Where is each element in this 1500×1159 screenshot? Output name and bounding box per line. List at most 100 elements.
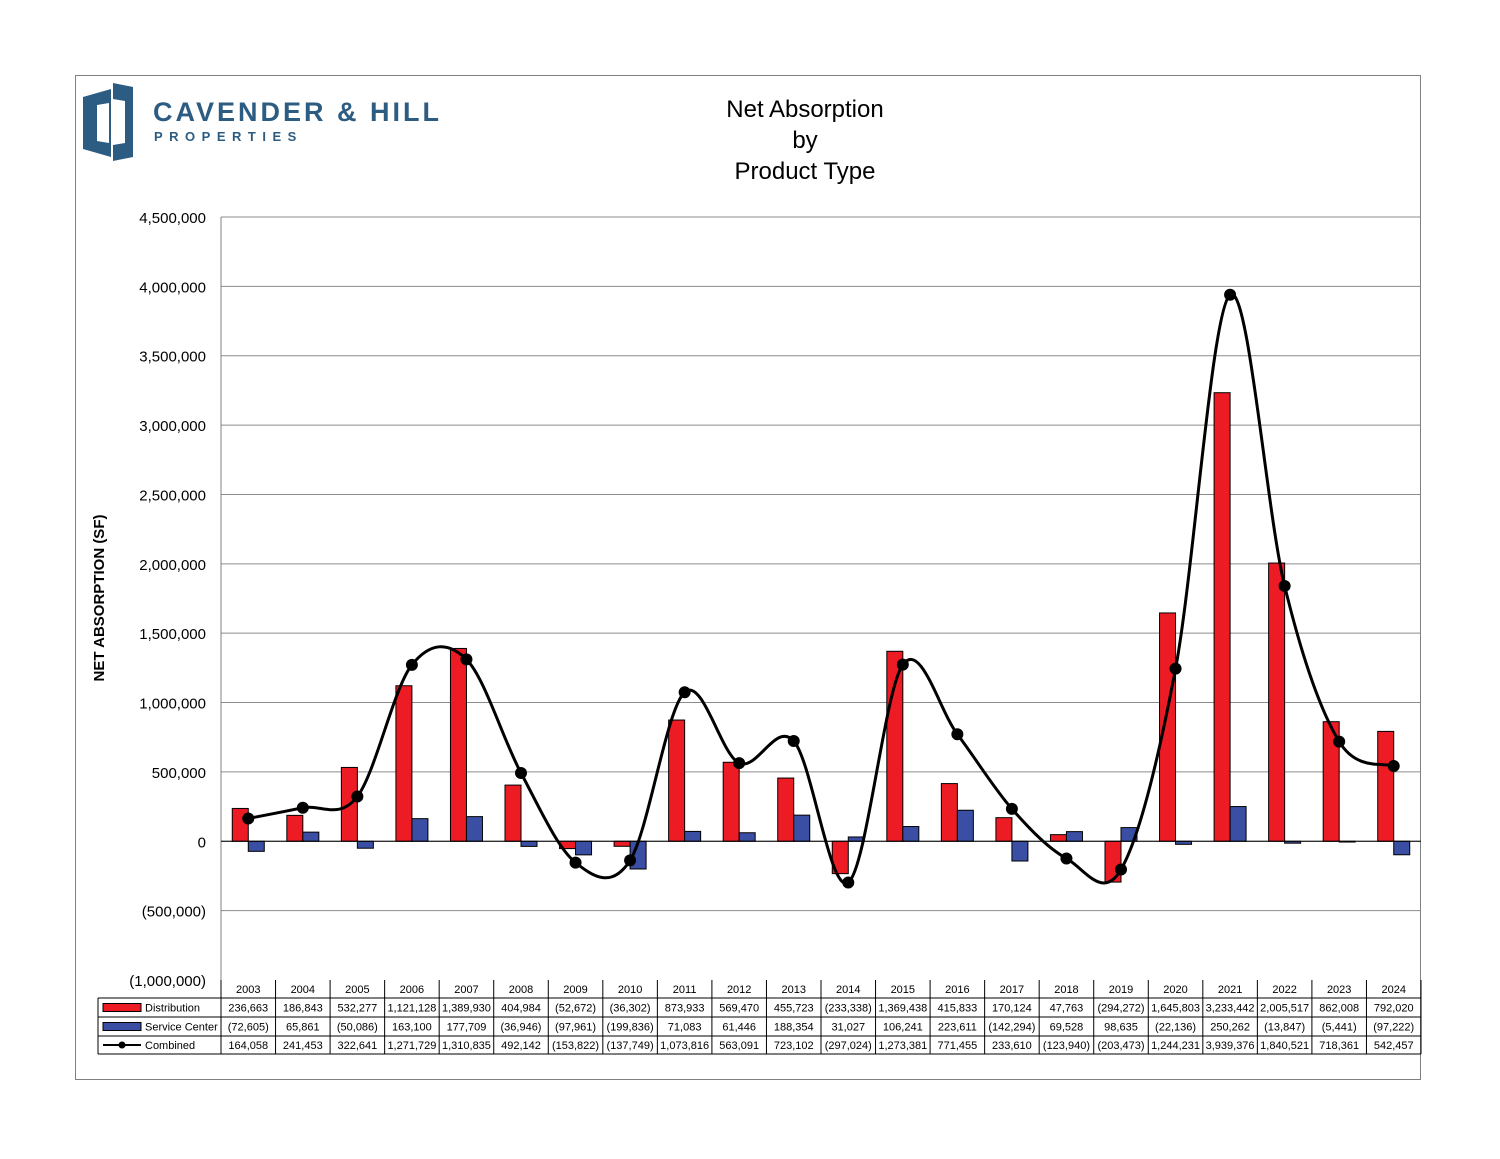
service-center-bar [793, 814, 811, 842]
logo-company-name: CAVENDER & HILL [153, 97, 443, 127]
data-label: 862,008 [1319, 1003, 1359, 1015]
data-label: 3,233,442 [1206, 1003, 1255, 1015]
data-label: 233,610 [992, 1040, 1032, 1052]
combined-point [569, 856, 582, 869]
data-label: 223,611 [938, 1022, 977, 1034]
data-label: (72,605) [228, 1022, 269, 1034]
data-label: (199,836) [607, 1022, 654, 1034]
combined-point [351, 790, 364, 803]
legend-swatch [102, 1003, 142, 1012]
data-label: 1,389,930 [442, 1003, 491, 1015]
y-tick-label: 3,000,000 [139, 418, 206, 435]
legend-marker [118, 1041, 126, 1049]
combined-point [1278, 579, 1291, 592]
legend-label: Distribution [145, 1003, 200, 1015]
data-label: 771,455 [937, 1040, 977, 1052]
y-tick-label: (500,000) [142, 904, 206, 921]
data-label: 1,840,521 [1260, 1040, 1309, 1052]
y-tick-label: 500,000 [152, 765, 206, 782]
data-label: 563,091 [719, 1040, 759, 1052]
combined-point [242, 812, 255, 825]
data-label: 1,244,231 [1151, 1040, 1200, 1052]
data-label: 1,273,381 [878, 1040, 927, 1052]
data-label: (137,749) [607, 1040, 654, 1052]
data-label: 492,142 [501, 1040, 541, 1052]
distribution-bar [668, 719, 686, 842]
y-tick-label: 4,500,000 [139, 210, 206, 227]
data-label: 569,470 [719, 1003, 759, 1015]
x-tick-label: 2020 [1163, 984, 1187, 996]
service-center-bar [902, 826, 920, 842]
data-label: 404,984 [501, 1003, 541, 1015]
distribution-bar [995, 817, 1013, 842]
x-tick-label: 2015 [891, 984, 915, 996]
data-label: 455,723 [774, 1003, 814, 1015]
data-label: 186,843 [283, 1003, 323, 1015]
data-label: 542,457 [1374, 1040, 1414, 1052]
combined-point [951, 728, 964, 741]
logo-mark-icon [83, 83, 133, 161]
x-tick-label: 2010 [618, 984, 642, 996]
service-center-bar [1011, 840, 1029, 862]
data-label: 718,361 [1319, 1040, 1359, 1052]
data-label: 322,641 [337, 1040, 377, 1052]
service-center-bar [575, 840, 593, 856]
combined-point [1169, 662, 1182, 675]
x-tick-label: 2024 [1381, 984, 1405, 996]
x-tick-label: 2021 [1218, 984, 1242, 996]
combined-point [1224, 288, 1237, 301]
chart-title-line-1: Net Absorption [726, 96, 884, 123]
service-center-bar [1065, 831, 1083, 842]
data-label: (5,441) [1322, 1022, 1357, 1034]
x-tick-label: 2016 [945, 984, 969, 996]
x-tick-label: 2017 [1000, 984, 1024, 996]
distribution-bar [1268, 562, 1286, 842]
distribution-bar [1159, 612, 1177, 842]
data-label: 106,241 [883, 1022, 923, 1034]
y-tick-label: 1,000,000 [139, 696, 206, 713]
combined-point [515, 766, 527, 779]
x-tick-label: 2018 [1054, 984, 1078, 996]
distribution-bar [1104, 840, 1122, 883]
combined-point [1060, 852, 1073, 865]
data-label: (52,672) [555, 1003, 596, 1015]
distribution-bar [395, 685, 413, 842]
y-axis-title: NET ABSORPTION (SF) [91, 515, 108, 682]
x-tick-label: 2004 [291, 984, 315, 996]
combined-point [1005, 802, 1018, 815]
service-center-bar [520, 840, 538, 847]
data-label: 31,027 [831, 1022, 865, 1034]
data-label: 415,833 [937, 1003, 977, 1015]
service-center-bar [738, 832, 756, 842]
company-logo: CAVENDER & HILL PROPERTIES [83, 83, 439, 163]
y-tick-label: 3,500,000 [139, 349, 206, 366]
legend-swatch [102, 1022, 142, 1031]
data-label: 723,102 [774, 1040, 814, 1052]
x-tick-label: 2009 [563, 984, 587, 996]
distribution-bar [286, 814, 304, 842]
y-tick-label: 2,500,000 [139, 487, 206, 504]
data-label: (123,940) [1043, 1040, 1090, 1052]
x-tick-label: 2022 [1272, 984, 1296, 996]
combined-point [1115, 863, 1127, 876]
combined-point [787, 734, 800, 747]
data-label: 69,528 [1050, 1022, 1084, 1034]
data-label: 61,446 [722, 1022, 756, 1034]
x-tick-label: 2012 [727, 984, 751, 996]
chart-title-line-2: by [792, 127, 818, 154]
data-label: (97,961) [555, 1022, 596, 1034]
legend-label: Service Center [145, 1022, 218, 1034]
data-label: 71,083 [668, 1022, 702, 1034]
data-label: (142,294) [988, 1022, 1035, 1034]
distribution-bar [613, 840, 631, 847]
service-center-bar [411, 818, 429, 842]
x-tick-label: 2007 [454, 984, 478, 996]
data-label: (36,302) [610, 1003, 651, 1015]
distribution-bar [1377, 730, 1395, 842]
distribution-bar [722, 761, 740, 842]
data-label: (153,822) [552, 1040, 599, 1052]
distribution-bar [777, 777, 795, 842]
service-center-bar [1229, 806, 1247, 842]
data-label: 1,645,803 [1151, 1003, 1200, 1015]
